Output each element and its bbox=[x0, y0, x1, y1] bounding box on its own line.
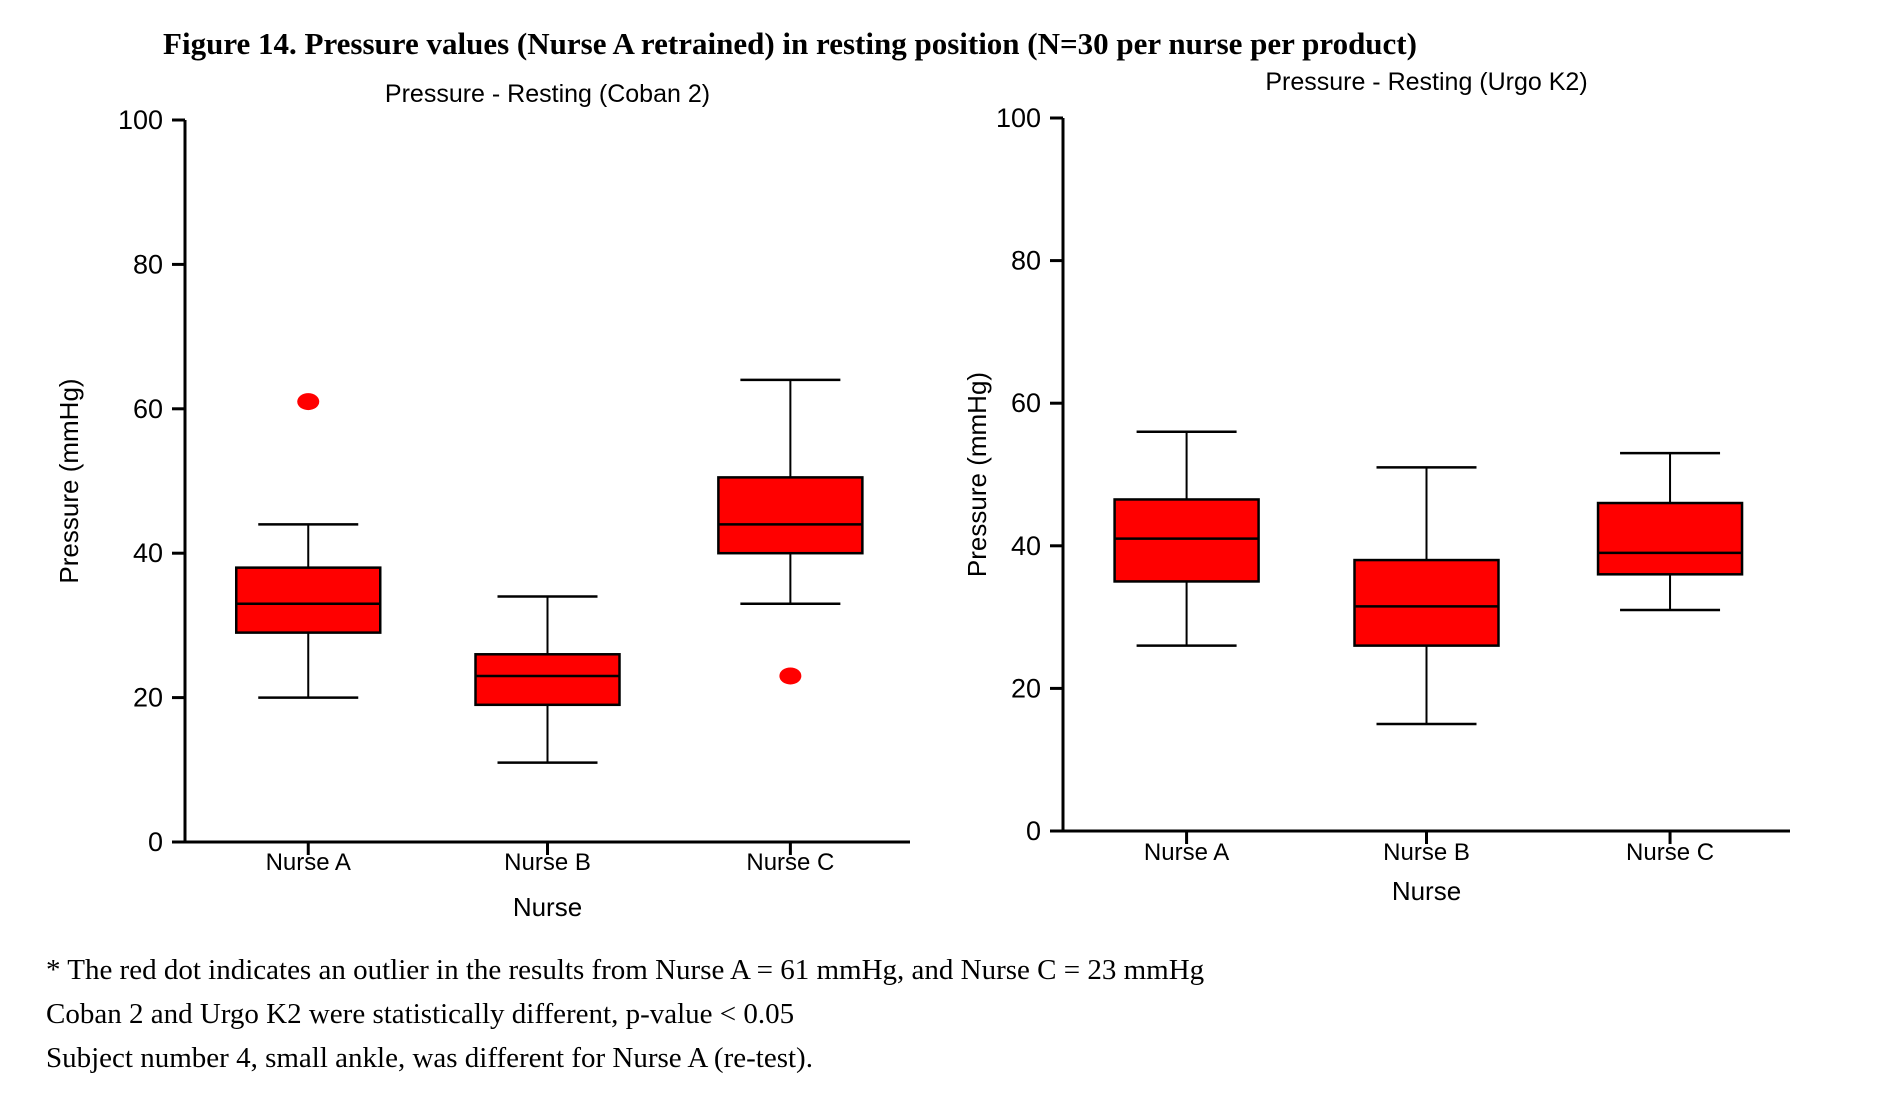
boxplot-chart-urgok2: Pressure - Resting (Urgo K2) 0 20 40 60 80 100… bbox=[962, 70, 1790, 906]
footnote-pvalue: Coban 2 and Urgo K2 were statistically d… bbox=[46, 998, 795, 1030]
box-rect bbox=[717, 476, 864, 555]
footnote-subject: Subject number 4, small ankle, was diffe… bbox=[46, 1042, 813, 1074]
footnote-outlier: * The red dot indicates an outlier in th… bbox=[46, 954, 1205, 986]
y-tick-label: 0 bbox=[148, 827, 163, 857]
x-tick-label: Nurse A bbox=[266, 849, 351, 876]
y-axis-title: Pressure (mmHg) bbox=[54, 378, 84, 583]
y-tick-label: 20 bbox=[133, 683, 163, 713]
y-tick-label: 80 bbox=[1011, 246, 1041, 276]
chart-subtitle: Pressure - Resting (Coban 2) bbox=[385, 80, 710, 108]
x-tick-label: Nurse C bbox=[746, 849, 834, 876]
y-tick-label: 60 bbox=[1011, 388, 1041, 418]
y-axis-title: Pressure (mmHg) bbox=[962, 372, 992, 577]
outlier-dot bbox=[779, 667, 802, 685]
box-rect bbox=[1113, 498, 1260, 583]
y-tick-label: 100 bbox=[996, 103, 1041, 133]
y-tick-label: 40 bbox=[133, 538, 163, 568]
y-tick-label: 40 bbox=[1011, 531, 1041, 561]
y-tick-label: 100 bbox=[118, 105, 163, 135]
x-axis-title: Nurse bbox=[513, 892, 582, 922]
boxplot-chart-coban2: Pressure - Resting (Coban 2) 0 20 40 60 80 100… bbox=[54, 80, 910, 922]
outlier-dot bbox=[297, 393, 320, 411]
x-tick-label: Nurse B bbox=[1383, 839, 1470, 866]
x-tick-label: Nurse C bbox=[1626, 839, 1714, 866]
footnotes-block: * The red dot indicates an outlier in th… bbox=[46, 948, 1646, 1080]
y-tick-label: 20 bbox=[1011, 673, 1041, 703]
x-tick-label: Nurse A bbox=[1144, 839, 1229, 866]
box-rect bbox=[235, 566, 382, 634]
x-tick-label: Nurse B bbox=[504, 849, 591, 876]
y-tick-label: 80 bbox=[133, 249, 163, 279]
box-rect bbox=[474, 653, 621, 707]
box-rect bbox=[1596, 501, 1744, 576]
x-axis-title: Nurse bbox=[1392, 876, 1461, 906]
box-rect bbox=[1353, 558, 1500, 647]
y-tick-label: 0 bbox=[1026, 816, 1041, 846]
y-tick-label: 60 bbox=[133, 394, 163, 424]
chart-subtitle: Pressure - Resting (Urgo K2) bbox=[1265, 70, 1587, 96]
figure-title: Figure 14. Pressure values (Nurse A retr… bbox=[163, 26, 1417, 61]
